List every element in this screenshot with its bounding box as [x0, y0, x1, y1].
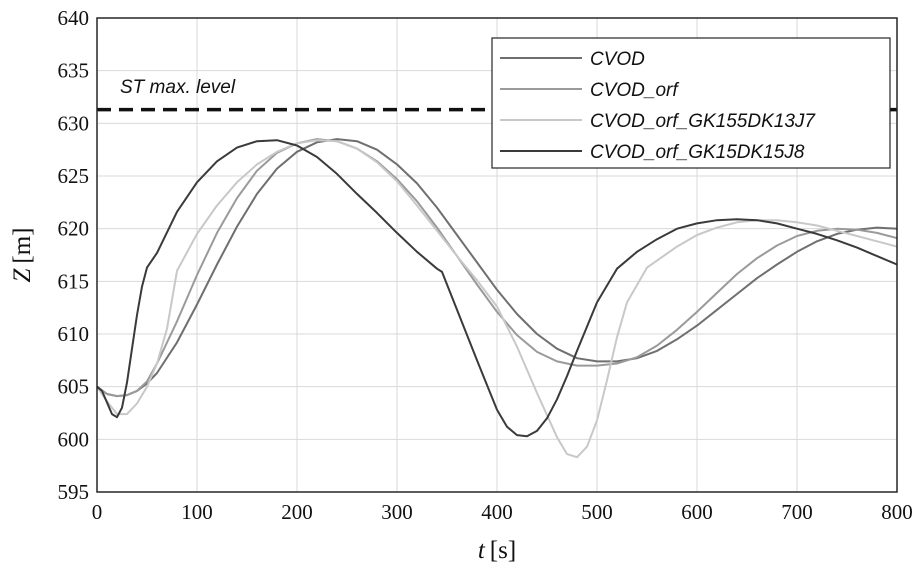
x-tick-label: 100: [181, 500, 213, 524]
x-tick-label: 700: [781, 500, 813, 524]
legend-label-1: CVOD: [590, 49, 645, 70]
x-axis-label: t [s]: [478, 537, 516, 564]
x-axis-unit: [s]: [490, 537, 516, 564]
series-line-1: [96, 138, 898, 398]
y-tick-labels: 595 600 605 610 615 620 625 630 635 640: [58, 6, 90, 504]
y-tick-label: 620: [58, 217, 90, 241]
legend-label-3: CVOD_orf_GK155DK13J7: [590, 111, 816, 132]
series-line-2: [96, 138, 898, 398]
x-tick-label: 300: [381, 500, 413, 524]
x-tick-label: 500: [581, 500, 613, 524]
legend-label-2: CVOD_orf: [590, 80, 679, 101]
y-tick-label: 610: [58, 322, 90, 346]
series-line-4: [96, 139, 898, 438]
y-axis-unit: [m]: [9, 227, 36, 263]
x-tick-label: 400: [481, 500, 513, 524]
x-tick-label: 800: [881, 500, 913, 524]
x-tick-label: 200: [281, 500, 313, 524]
x-axis-var: t: [478, 537, 486, 564]
y-tick-label: 615: [58, 269, 90, 293]
legend-label-4: CVOD_orf_GK15DK15J8: [590, 142, 805, 163]
y-tick-label: 635: [58, 59, 90, 83]
x-tick-label: 600: [681, 500, 713, 524]
y-axis-var: Z: [9, 268, 36, 283]
y-tick-label: 640: [58, 6, 90, 30]
y-tick-label: 605: [58, 375, 90, 399]
x-tick-label: 0: [92, 500, 103, 524]
legend-box: [491, 37, 891, 169]
plot-frame: [96, 17, 898, 493]
y-tick-label: 600: [58, 427, 90, 451]
y-tick-label: 630: [58, 111, 90, 135]
series-group: [96, 138, 898, 459]
legend: CVOD CVOD_orf CVOD_orf_GK155DK13J7 CVOD_orf…: [491, 37, 891, 169]
x-tick-labels: 0 100 200 300 400 500 600 700 800: [92, 500, 913, 524]
series-line-3: [96, 139, 898, 459]
y-axis-label: Z [m]: [9, 227, 36, 282]
y-tick-label: 595: [58, 480, 90, 504]
reference-line-label: ST max. level: [120, 77, 236, 98]
y-tick-label: 625: [58, 164, 90, 188]
